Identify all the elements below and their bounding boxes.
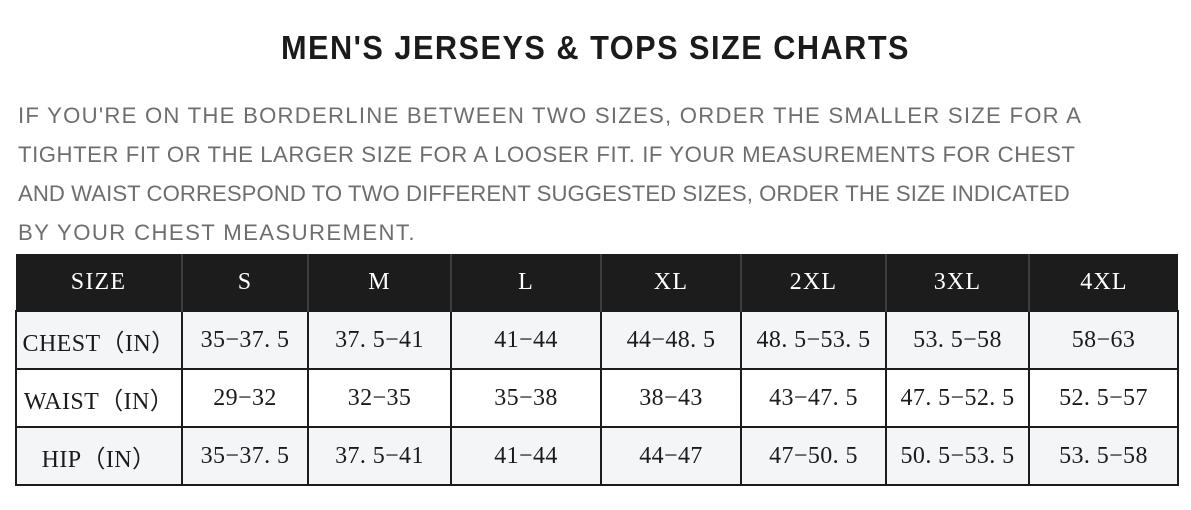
column-header-m: M [308, 254, 452, 311]
table-header-row: SIZE S M L XL 2XL 3XL 4XL [16, 254, 1178, 311]
column-header-2xl: 2XL [741, 254, 887, 311]
cell-chest-m: 37. 5−41 [308, 310, 452, 370]
cell-waist-l: 35−38 [451, 369, 602, 428]
row-label-hip: HIP（IN） [15, 427, 183, 486]
cell-waist-2xl: 43−47. 5 [741, 369, 887, 428]
cell-hip-4xl: 53. 5−58 [1029, 427, 1179, 486]
column-header-s: S [182, 254, 309, 311]
cell-hip-2xl: 47−50. 5 [741, 427, 887, 486]
column-header-size: SIZE [16, 254, 183, 311]
cell-chest-4xl: 58−63 [1029, 310, 1179, 370]
description-line-2: TIGHTER FIT OR THE LARGER SIZE FOR A LOO… [18, 142, 1076, 167]
table-row: CHEST（IN） 35−37. 5 37. 5−41 41−44 44−48.… [15, 310, 1179, 370]
column-header-l: L [451, 254, 602, 311]
size-chart-table: SIZE S M L XL 2XL 3XL 4XL CHEST（IN） 35−3… [15, 254, 1179, 486]
table-row: WAIST（IN） 29−32 32−35 35−38 38−43 43−47.… [15, 369, 1179, 428]
column-header-4xl: 4XL [1029, 254, 1178, 311]
description-line-3: AND WAIST CORRESPOND TO TWO DIFFERENT SU… [18, 181, 1070, 206]
cell-hip-m: 37. 5−41 [308, 427, 452, 486]
table-row: HIP（IN） 35−37. 5 37. 5−41 41−44 44−47 47… [15, 427, 1179, 486]
cell-chest-2xl: 48. 5−53. 5 [741, 310, 887, 370]
cell-chest-3xl: 53. 5−58 [886, 310, 1030, 370]
description-line-4: BY YOUR CHEST MEASUREMENT. [18, 220, 416, 245]
cell-waist-m: 32−35 [308, 369, 452, 428]
row-label-waist: WAIST（IN） [15, 369, 183, 428]
size-guidance-description: IF YOU'RE ON THE BORDERLINE BETWEEN TWO … [18, 96, 1161, 252]
page-title: MEN'S JERSEYS & TOPS SIZE CHARTS [280, 29, 911, 66]
column-header-xl: XL [601, 254, 742, 311]
cell-chest-s: 35−37. 5 [182, 310, 309, 370]
cell-hip-s: 35−37. 5 [182, 427, 309, 486]
cell-waist-3xl: 47. 5−52. 5 [886, 369, 1030, 428]
cell-waist-xl: 38−43 [601, 369, 742, 428]
cell-waist-s: 29−32 [182, 369, 309, 428]
column-header-3xl: 3XL [886, 254, 1030, 311]
cell-hip-xl: 44−47 [601, 427, 742, 486]
row-label-chest: CHEST（IN） [15, 310, 183, 370]
cell-waist-4xl: 52. 5−57 [1029, 369, 1179, 428]
cell-chest-xl: 44−48. 5 [601, 310, 742, 370]
cell-chest-l: 41−44 [451, 310, 602, 370]
description-line-1: IF YOU'RE ON THE BORDERLINE BETWEEN TWO … [18, 103, 1083, 128]
cell-hip-l: 41−44 [451, 427, 602, 486]
cell-hip-3xl: 50. 5−53. 5 [886, 427, 1030, 486]
